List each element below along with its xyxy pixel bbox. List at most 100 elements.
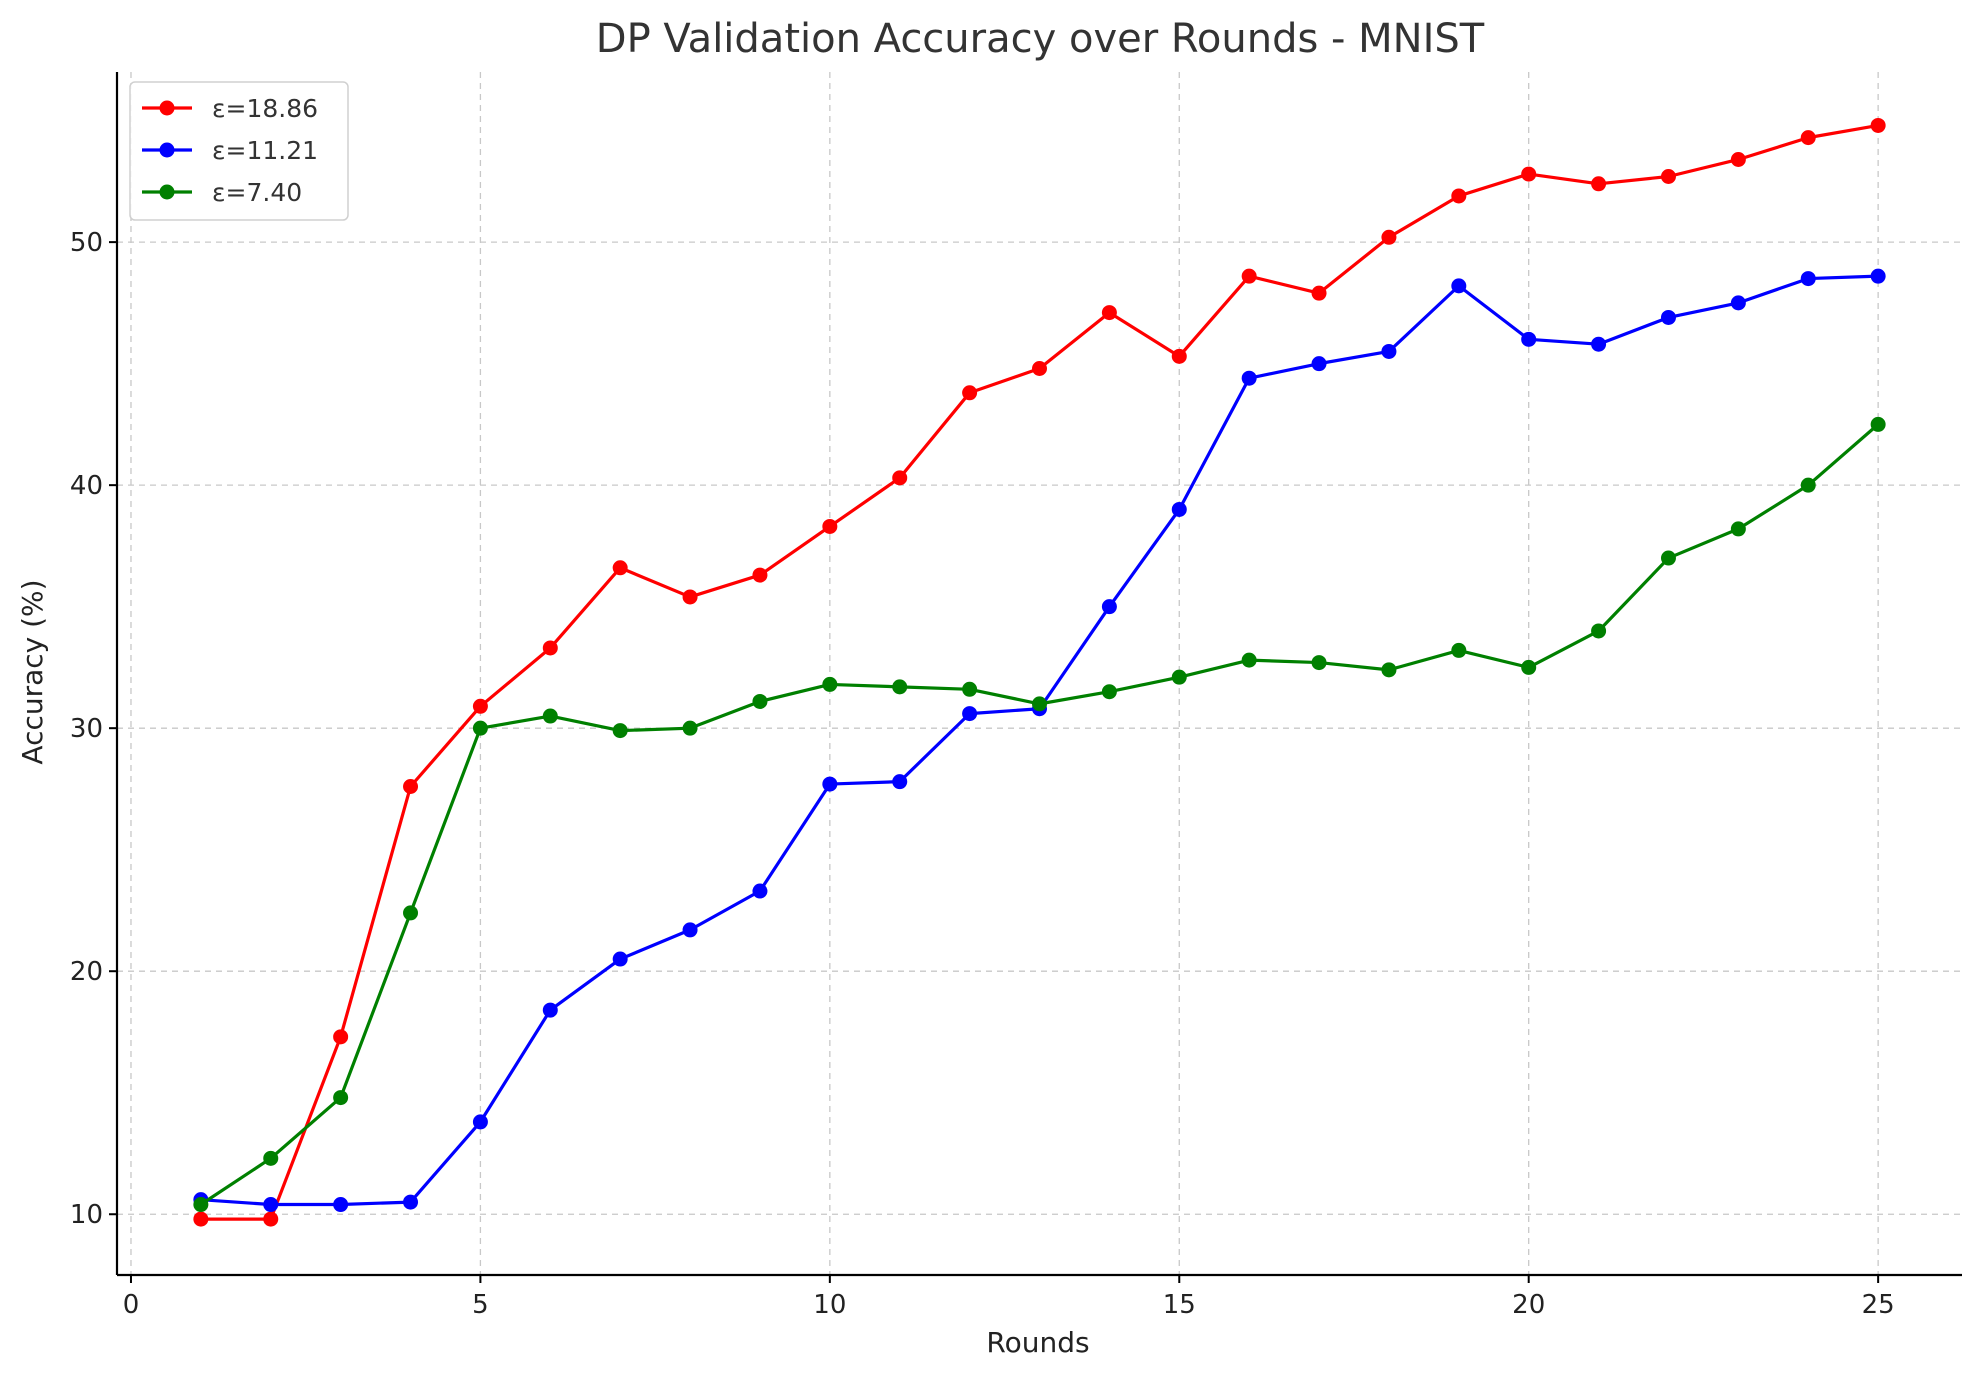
data-point	[822, 676, 838, 692]
x-axis-label: Rounds	[986, 1326, 1089, 1359]
series-2	[193, 268, 1886, 1213]
data-point	[682, 922, 698, 938]
legend-box	[129, 81, 349, 221]
data-point	[1870, 416, 1886, 432]
data-point	[612, 560, 628, 576]
data-point	[1660, 169, 1676, 185]
data-point	[1521, 659, 1537, 675]
x-tick-label: 10	[813, 1290, 846, 1320]
data-point	[1171, 669, 1187, 685]
data-point	[1660, 550, 1676, 566]
data-point	[1591, 336, 1607, 352]
data-point	[472, 720, 488, 736]
chart-title: DP Validation Accuracy over Rounds - MNI…	[596, 16, 1485, 62]
data-point	[1451, 278, 1467, 294]
data-point	[752, 693, 768, 709]
data-point	[1730, 295, 1746, 311]
data-point	[1241, 652, 1257, 668]
y-tick-label: 20	[70, 957, 103, 987]
data-point	[333, 1090, 349, 1106]
y-tick-label: 30	[70, 714, 103, 744]
data-point	[612, 723, 628, 739]
data-point	[612, 951, 628, 967]
data-point	[263, 1150, 279, 1166]
data-point	[822, 776, 838, 792]
series-lines	[193, 117, 1886, 1227]
legend-label: ε=18.86	[212, 94, 318, 123]
data-point	[892, 470, 908, 486]
data-point	[193, 1197, 209, 1213]
data-point	[1171, 501, 1187, 517]
data-point	[1101, 684, 1117, 700]
legend-swatch-marker	[159, 184, 175, 200]
x-tick-label: 20	[1512, 1290, 1545, 1320]
data-point	[1800, 477, 1816, 493]
data-point	[962, 706, 978, 722]
data-point	[1241, 268, 1257, 284]
data-point	[1660, 309, 1676, 325]
data-point	[1381, 343, 1397, 359]
data-point	[1800, 130, 1816, 146]
data-point	[962, 681, 978, 697]
data-point	[892, 774, 908, 790]
data-point	[1730, 521, 1746, 537]
data-point	[403, 905, 419, 921]
y-tick-label: 40	[70, 471, 103, 501]
data-point	[1241, 370, 1257, 386]
data-point	[1101, 599, 1117, 615]
data-point	[1101, 305, 1117, 321]
data-point	[333, 1197, 349, 1213]
legend-item: ε=11.21	[142, 136, 318, 165]
x-tick-label: 25	[1862, 1290, 1895, 1320]
data-point	[962, 385, 978, 401]
x-tick-label: 5	[472, 1290, 489, 1320]
data-point	[1171, 348, 1187, 364]
data-point	[263, 1211, 279, 1227]
data-point	[1381, 229, 1397, 245]
legend: ε=18.86 ε=11.21 ε=7.40	[129, 81, 349, 221]
y-tick-label: 10	[70, 1200, 103, 1230]
y-axis-label: Accuracy (%)	[16, 579, 49, 764]
legend-label: ε=11.21	[212, 136, 318, 165]
data-point	[752, 567, 768, 583]
data-point	[333, 1029, 349, 1045]
legend-item: ε=18.86	[142, 94, 318, 123]
data-point	[1032, 696, 1047, 712]
data-point	[1451, 642, 1467, 658]
data-point	[682, 589, 698, 605]
data-point	[1311, 655, 1327, 671]
data-point	[1451, 188, 1467, 204]
y-tick-label: 50	[70, 228, 103, 258]
data-point	[193, 1211, 209, 1227]
legend-swatch-marker	[159, 142, 175, 158]
data-point	[403, 1194, 419, 1210]
legend-swatch-marker	[159, 100, 175, 116]
data-point	[1311, 356, 1327, 372]
series-line	[200, 123, 1879, 1221]
series-1	[193, 117, 1886, 1227]
series-3	[193, 416, 1886, 1213]
data-point	[682, 720, 698, 736]
data-point	[1591, 623, 1607, 639]
data-point	[1591, 176, 1607, 192]
data-point	[1521, 331, 1537, 347]
data-point	[1521, 166, 1537, 182]
data-point	[1730, 151, 1746, 167]
data-point	[472, 1114, 488, 1130]
series-line	[199, 423, 1880, 1206]
data-point	[822, 518, 838, 534]
data-point	[403, 779, 419, 795]
data-point	[472, 698, 488, 714]
data-point	[892, 679, 908, 695]
x-tick-label: 15	[1163, 1290, 1196, 1320]
data-point	[542, 708, 558, 724]
legend-item: ε=7.40	[142, 178, 302, 207]
data-point	[542, 640, 558, 656]
data-point	[1032, 360, 1047, 376]
data-point	[263, 1197, 279, 1213]
grid-lines	[117, 72, 1962, 1275]
data-point	[1311, 285, 1327, 301]
x-tick-label: 0	[123, 1290, 140, 1320]
data-point	[752, 883, 768, 899]
